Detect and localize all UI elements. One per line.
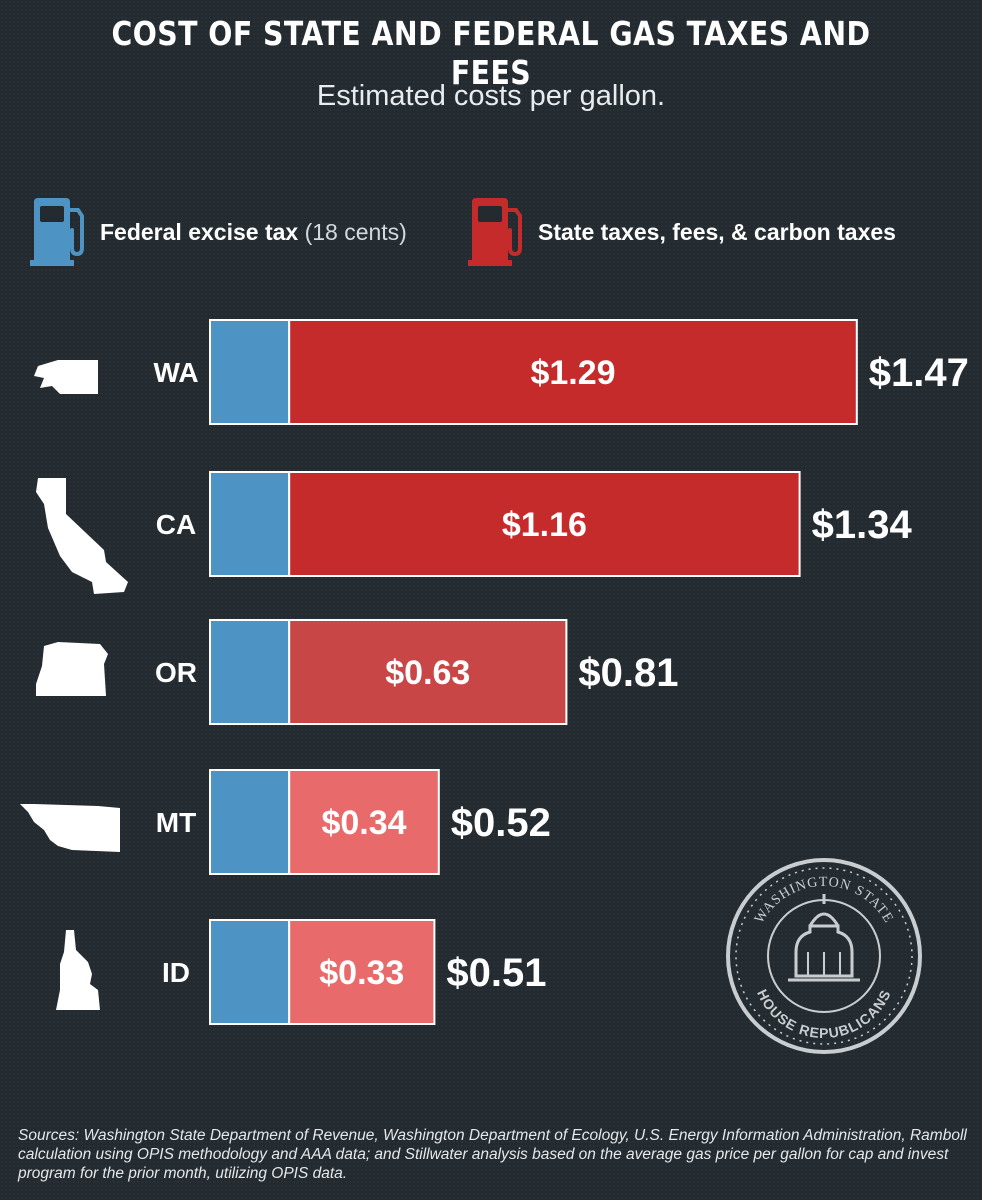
total-value-label: $0.81	[578, 651, 678, 695]
category-label: CA	[156, 509, 196, 540]
total-value-label: $1.47	[869, 351, 969, 395]
california-state-icon	[36, 478, 128, 594]
gas-pump-icon	[30, 198, 84, 266]
state-bar	[288, 319, 858, 425]
page-subtitle: Estimated costs per gallon.	[316, 80, 666, 112]
state-value-label: $0.63	[385, 654, 470, 692]
oregon-state-icon	[36, 642, 108, 696]
svg-text:HOUSE REPUBLICANS: HOUSE REPUBLICANS	[754, 987, 894, 1041]
house-republicans-seal-logo: WASHINGTON STATE HOUSE REPUBLICANS	[726, 858, 922, 1054]
legend-state: State taxes, fees, & carbon taxes	[468, 196, 896, 268]
state-bar	[288, 919, 436, 1025]
total-value-label: $1.34	[812, 503, 913, 547]
state-value-label: $1.29	[530, 354, 615, 392]
page-title: COST OF STATE AND FEDERAL GAS TAXES AND …	[111, 14, 871, 92]
legend-federal-label: Federal excise tax	[100, 218, 299, 245]
state-value-label: $0.34	[321, 804, 406, 842]
legend-state-label: State taxes, fees, & carbon taxes	[538, 218, 896, 245]
category-label: OR	[155, 657, 197, 688]
state-bar	[288, 769, 440, 875]
montana-state-icon	[20, 804, 120, 852]
sources-note: Sources: Washington State Department of …	[18, 1127, 967, 1182]
total-value-label: $0.52	[451, 801, 551, 845]
total-value-label: $0.51	[446, 951, 546, 995]
washington-state-icon	[34, 360, 98, 394]
federal-bar	[209, 919, 291, 1025]
gas-pump-icon	[468, 198, 522, 266]
idaho-state-icon	[56, 930, 100, 1010]
legend-federal: Federal excise tax (18 cents)	[30, 196, 407, 268]
seal-bottom-text: HOUSE REPUBLICANS	[754, 987, 893, 1041]
legend-federal-note: (18 cents)	[304, 218, 407, 245]
category-label: MT	[156, 807, 196, 838]
state-value-label: $0.33	[319, 954, 404, 992]
category-label: ID	[162, 957, 190, 988]
federal-bar	[209, 471, 291, 577]
stacked-bar-chart: WA $1.29 $1.47 CA $1.16 $1.34 OR $0.63 $0.81 MT $0…	[20, 319, 969, 1025]
category-label: WA	[153, 357, 198, 388]
federal-bar	[209, 619, 291, 725]
state-value-label: $1.16	[502, 506, 587, 544]
state-bar	[288, 471, 801, 577]
state-bar	[288, 619, 568, 725]
federal-bar	[209, 769, 291, 875]
federal-bar	[209, 319, 291, 425]
